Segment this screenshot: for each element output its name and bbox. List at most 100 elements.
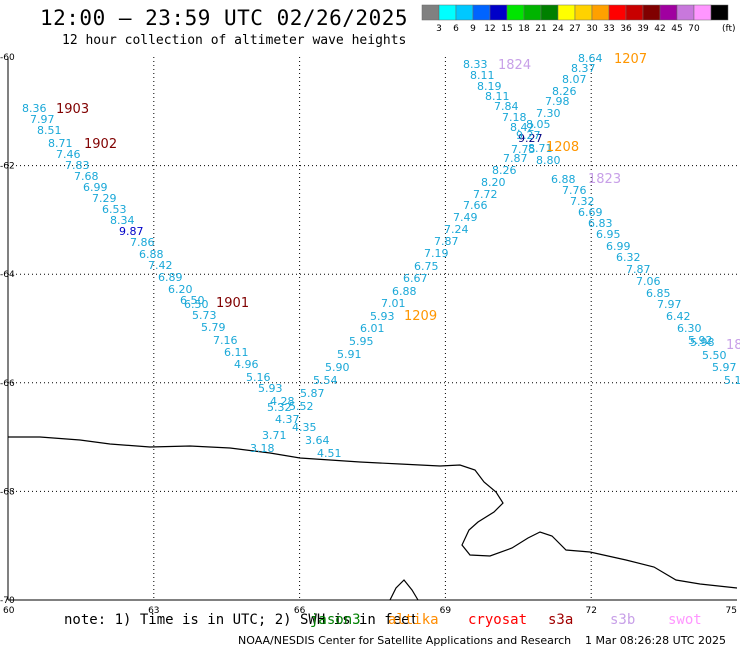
colorbar: 3 6 9 12 15 18 21 24 27 30 33 36 39 42 45 70 (ft) (421, 4, 736, 34)
swh-value-label: 6.32 (616, 251, 641, 264)
swh-value-label: 7.76 (562, 184, 587, 197)
swh-value-label: 8.51 (37, 124, 62, 137)
y-tick-label: -70 (0, 596, 15, 606)
colorbar-tick-label: 3 (436, 24, 442, 34)
swh-value-label: 7.29 (92, 192, 117, 205)
colorbar-tick-label: 6 (453, 24, 459, 34)
colorbar-tick-label: 24 (552, 24, 564, 34)
swh-value-label: 8.34 (110, 214, 135, 227)
swh-value-label: 7.97 (657, 298, 682, 311)
footer-timestamp: 1 Mar 08:26:28 UTC 2025 (585, 634, 726, 647)
y-tick-label: -66 (0, 379, 15, 389)
swh-value-label: 5.91 (337, 348, 362, 361)
swh-value-label: 4.37 (275, 413, 300, 426)
swh-value-label: 8.07 (562, 73, 587, 86)
page-subtitle: 12 hour collection of altimeter wave hei… (62, 33, 407, 48)
swh-value-label: 5.97 (712, 361, 737, 374)
swh-value-label: 8.11 (485, 90, 510, 103)
swh-value-label: 8.05 (526, 118, 551, 131)
swh-value-label: 5.93 (258, 382, 283, 395)
swh-value-label: 8.26 (492, 164, 517, 177)
coastline-segment (389, 579, 419, 601)
colorbar-tick-label: 18 (518, 24, 530, 34)
swh-value-label: 8.26 (552, 85, 577, 98)
footer-organization: NOAA/NESDIS Center for Satellite Applica… (238, 634, 572, 647)
swh-value-label: 6.95 (596, 228, 621, 241)
swh-value-label: 6.99 (606, 240, 631, 253)
pass-id-label: 1902 (84, 137, 117, 152)
swh-value-label: 9.87 (119, 225, 144, 238)
swh-value-label: 7.75 (511, 143, 536, 156)
pass-id-label: 1903 (56, 102, 89, 117)
swh-value-label: 3.71 (262, 429, 287, 442)
swh-value-label: 5.16 (246, 371, 271, 384)
pass-id-label: 1823 (588, 172, 621, 187)
swh-value-label: 7.83 (65, 159, 90, 172)
colorbar-tick-label: 45 (671, 24, 682, 34)
swh-value-label: 6.20 (168, 283, 193, 296)
swh-value-label: 7.97 (30, 113, 55, 126)
colorbar-tick-label: 9 (470, 24, 476, 34)
note-text: note: 1) Time is in UTC; 2) SWH is in fe… (64, 612, 419, 628)
colorbar-tick-label: 21 (535, 24, 546, 34)
swh-value-label: 7.66 (463, 199, 488, 212)
colorbar-tick-label: 27 (569, 24, 580, 34)
swh-value-label: 7.87 (434, 235, 459, 248)
x-tick-label: 66 (294, 606, 306, 616)
swh-value-label: 8.36 (22, 102, 47, 115)
swh-value-label: 6.30 (677, 322, 702, 335)
swh-value-label: 6.01 (360, 322, 385, 335)
swh-value-label: 6.99 (83, 181, 108, 194)
swh-value-label: 6.75 (414, 260, 439, 273)
swh-value-label: 7.01 (381, 297, 406, 310)
swh-value-label: 7.49 (453, 211, 478, 224)
colorbar-tick-label: 12 (484, 24, 495, 34)
pass-id-label: 1824 (498, 58, 531, 73)
y-tick-label: -60 (0, 53, 15, 63)
swh-value-label: 4.35 (292, 421, 317, 434)
swh-value-label: 7.42 (148, 259, 173, 272)
swh-value-label: 5.79 (201, 321, 226, 334)
swh-value-label: 7.72 (473, 188, 498, 201)
page-title: 12:00 – 23:59 UTC 02/26/2025 (40, 6, 409, 30)
swh-value-label: 6.50 (184, 298, 209, 311)
colorbar-tick-label: 39 (637, 24, 649, 34)
swh-value-label: 5.32 (267, 401, 292, 414)
colorbar-tick-label: 42 (654, 24, 665, 34)
swh-value-label: 5.93 (370, 310, 395, 323)
swh-value-label: 4.51 (317, 447, 342, 460)
x-tick-label: 63 (148, 606, 159, 616)
x-tick-label: 69 (440, 606, 452, 616)
swh-value-label: 5.1 (724, 374, 740, 387)
swh-value-label: 8.20 (481, 176, 506, 189)
colorbar-unit-label: (ft) (722, 24, 736, 34)
colorbar-tick-label: 15 (501, 24, 512, 34)
coastline (8, 436, 738, 589)
colorbar-tick-label: 70 (688, 24, 700, 34)
swh-value-label: 7.19 (424, 247, 449, 260)
x-tick-label: 60 (3, 606, 15, 616)
colorbar-tick-label: 33 (603, 24, 614, 34)
swh-value-label: 8.80 (536, 154, 561, 167)
swh-value-label: 4.96 (234, 358, 259, 371)
colorbar-tick-label: 30 (586, 24, 598, 34)
swh-value-label: 6.85 (646, 287, 671, 300)
satellite-legend-item: s3b (610, 612, 636, 628)
swh-value-label: 7.06 (636, 275, 661, 288)
pass-id-label: 1208 (546, 140, 579, 155)
swh-value-label: 6.53 (102, 203, 127, 216)
swh-value-label: 6.69 (578, 206, 603, 219)
swh-value-label: 5.73 (192, 309, 217, 322)
swh-value-label: 7.68 (74, 170, 99, 183)
swh-value-label: 6.88 (551, 173, 576, 186)
swh-value-label: 9.27 (518, 132, 543, 145)
swh-value-label: 3.64 (305, 434, 330, 447)
swh-value-label: 7.87 (626, 263, 651, 276)
colorbar-tick-label: 36 (620, 24, 632, 34)
swh-value-label: 7.16 (213, 334, 238, 347)
swh-value-label: 6.88 (392, 285, 417, 298)
pass-id-label-partial: 18 (726, 338, 740, 353)
swh-value-label: 7.87 (503, 152, 528, 165)
swh-value-label: 6.50 (180, 294, 205, 307)
